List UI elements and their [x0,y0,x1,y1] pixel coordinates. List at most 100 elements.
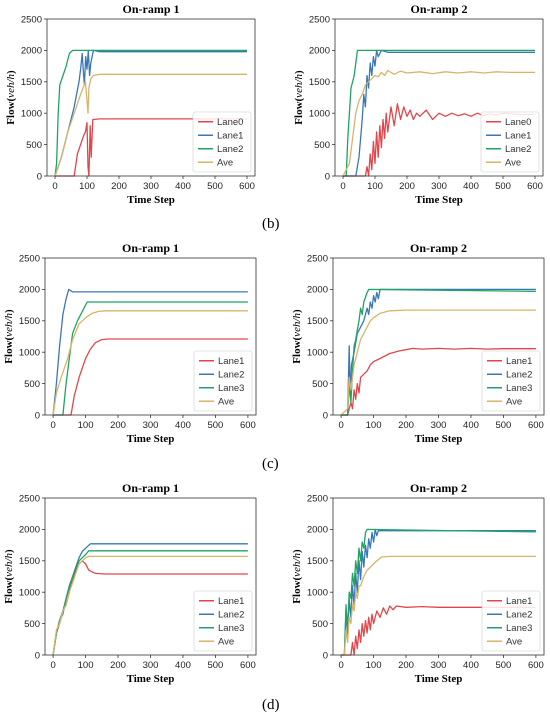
y-tick-label: 2000 [309,46,330,57]
chart-3: On-ramp 1 0 100 200 300 400 500 600 0 500 1000 1500… [3,241,257,445]
y-axis-label: Flow(veh/h) [293,70,305,125]
y-tick-label: 0 [37,171,42,182]
y-tick-label: 1000 [19,588,40,599]
legend-box [481,350,541,412]
panel-label-b: (b) [262,216,280,232]
x-tick-label: 300 [431,181,447,192]
y-tick-label: 500 [314,140,330,151]
legend-label: Lane1 [218,596,244,607]
legend-label: Lane3 [506,383,532,394]
x-tick-label: 600 [528,660,544,671]
y-tick-label: 1500 [21,77,42,88]
y-tick-label: 500 [24,379,40,390]
series-line-ave [54,73,247,177]
legend: Lane1 Lane2 Lane3 Ave [193,590,253,652]
y-tick-label: 2500 [19,253,40,264]
y-tick-label: 0 [35,650,40,661]
x-tick-label: 400 [463,181,479,192]
y-tick-label: 500 [312,379,328,390]
y-tick-label: 1000 [19,348,40,359]
x-tick-label: 0 [338,420,343,431]
legend-label: Lane1 [506,596,532,607]
series-line-ave [52,555,248,656]
chart-title: On-ramp 2 [410,481,467,495]
legend-box [193,350,253,412]
x-tick-label: 100 [366,660,382,671]
series-line-lane2 [52,288,248,416]
x-tick-label: 300 [143,420,159,431]
legend-label: Lane2 [505,144,531,155]
legend-label: Lane0 [505,117,531,128]
series-line-lane3 [341,288,536,416]
y-tick-label: 1500 [19,316,40,327]
y-tick-label: 2500 [307,253,328,264]
x-tick-label: 500 [495,660,511,671]
x-tick-label: 100 [78,420,94,431]
y-tick-label: 0 [325,171,330,182]
x-tick-label: 0 [338,660,343,671]
series-line-lane1 [341,347,536,416]
legend-label: Lane1 [505,131,531,142]
x-tick-label: 300 [431,420,447,431]
x-tick-label: 300 [143,660,159,671]
x-tick-label: 400 [175,181,191,192]
legend-label: Lane3 [218,383,244,394]
x-tick-label: 200 [398,660,414,671]
y-tick-label: 1500 [307,316,328,327]
legend-label: Lane2 [217,144,243,155]
legend-box [192,111,252,173]
series-line-lane0 [55,118,247,177]
chart-title: On-ramp 1 [122,241,179,255]
x-tick-label: 400 [175,420,191,431]
legend-label: Ave [217,158,233,169]
legend-label: Ave [505,158,521,169]
x-tick-label: 0 [50,420,55,431]
legend-label: Lane3 [218,623,244,634]
y-tick-label: 500 [312,619,328,630]
y-tick-label: 0 [323,650,328,661]
series-line-ave [340,309,536,416]
y-axis-label: Flow(veh/h) [5,70,17,125]
panel-label-d: (d) [262,697,280,713]
y-tick-label: 1000 [309,109,330,120]
chart-6: On-ramp 2 0 100 200 300 400 500 600 0 500 1000 1500… [291,481,545,685]
x-tick-label: 500 [495,181,511,192]
legend: Lane1 Lane2 Lane3 Ave [193,350,253,412]
y-tick-label: 2000 [21,46,42,57]
x-axis-label: Time Step [127,673,175,685]
series-line-ave [52,310,248,416]
legend: Lane0 Lane1 Lane2 Ave [192,111,252,173]
x-tick-label: 400 [463,420,479,431]
y-tick-label: 2000 [307,285,328,296]
legend-box [480,111,540,173]
chart-title: On-ramp 1 [123,2,180,16]
x-tick-label: 200 [110,420,126,431]
x-tick-label: 100 [366,420,382,431]
legend-label: Lane2 [218,610,244,621]
y-tick-label: 2500 [309,14,330,25]
y-tick-label: 1000 [307,348,328,359]
chart-title: On-ramp 1 [122,481,179,495]
series-line-lane1 [341,605,536,656]
legend-label: Lane0 [217,117,243,128]
x-tick-label: 500 [207,181,223,192]
y-tick-label: 2500 [19,493,40,504]
legend-label: Ave [218,397,234,408]
y-tick-label: 2000 [19,285,40,296]
y-tick-label: 1500 [307,556,328,567]
x-axis-label: Time Step [127,194,175,206]
x-tick-label: 100 [78,660,94,671]
legend-label: Lane2 [218,370,244,381]
legend-label: Lane1 [217,131,243,142]
x-axis-label: Time Step [415,194,463,206]
x-tick-label: 500 [207,660,223,671]
chart-4: On-ramp 2 0 100 200 300 400 500 600 0 500 1000 1500… [291,241,545,445]
legend: Lane1 Lane2 Lane3 Ave [481,350,541,412]
series-line-ave [341,555,536,656]
y-tick-label: 1000 [307,588,328,599]
y-tick-label: 1500 [309,77,330,88]
x-tick-label: 600 [528,420,544,431]
y-tick-label: 1500 [19,556,40,567]
y-tick-label: 500 [24,619,40,630]
